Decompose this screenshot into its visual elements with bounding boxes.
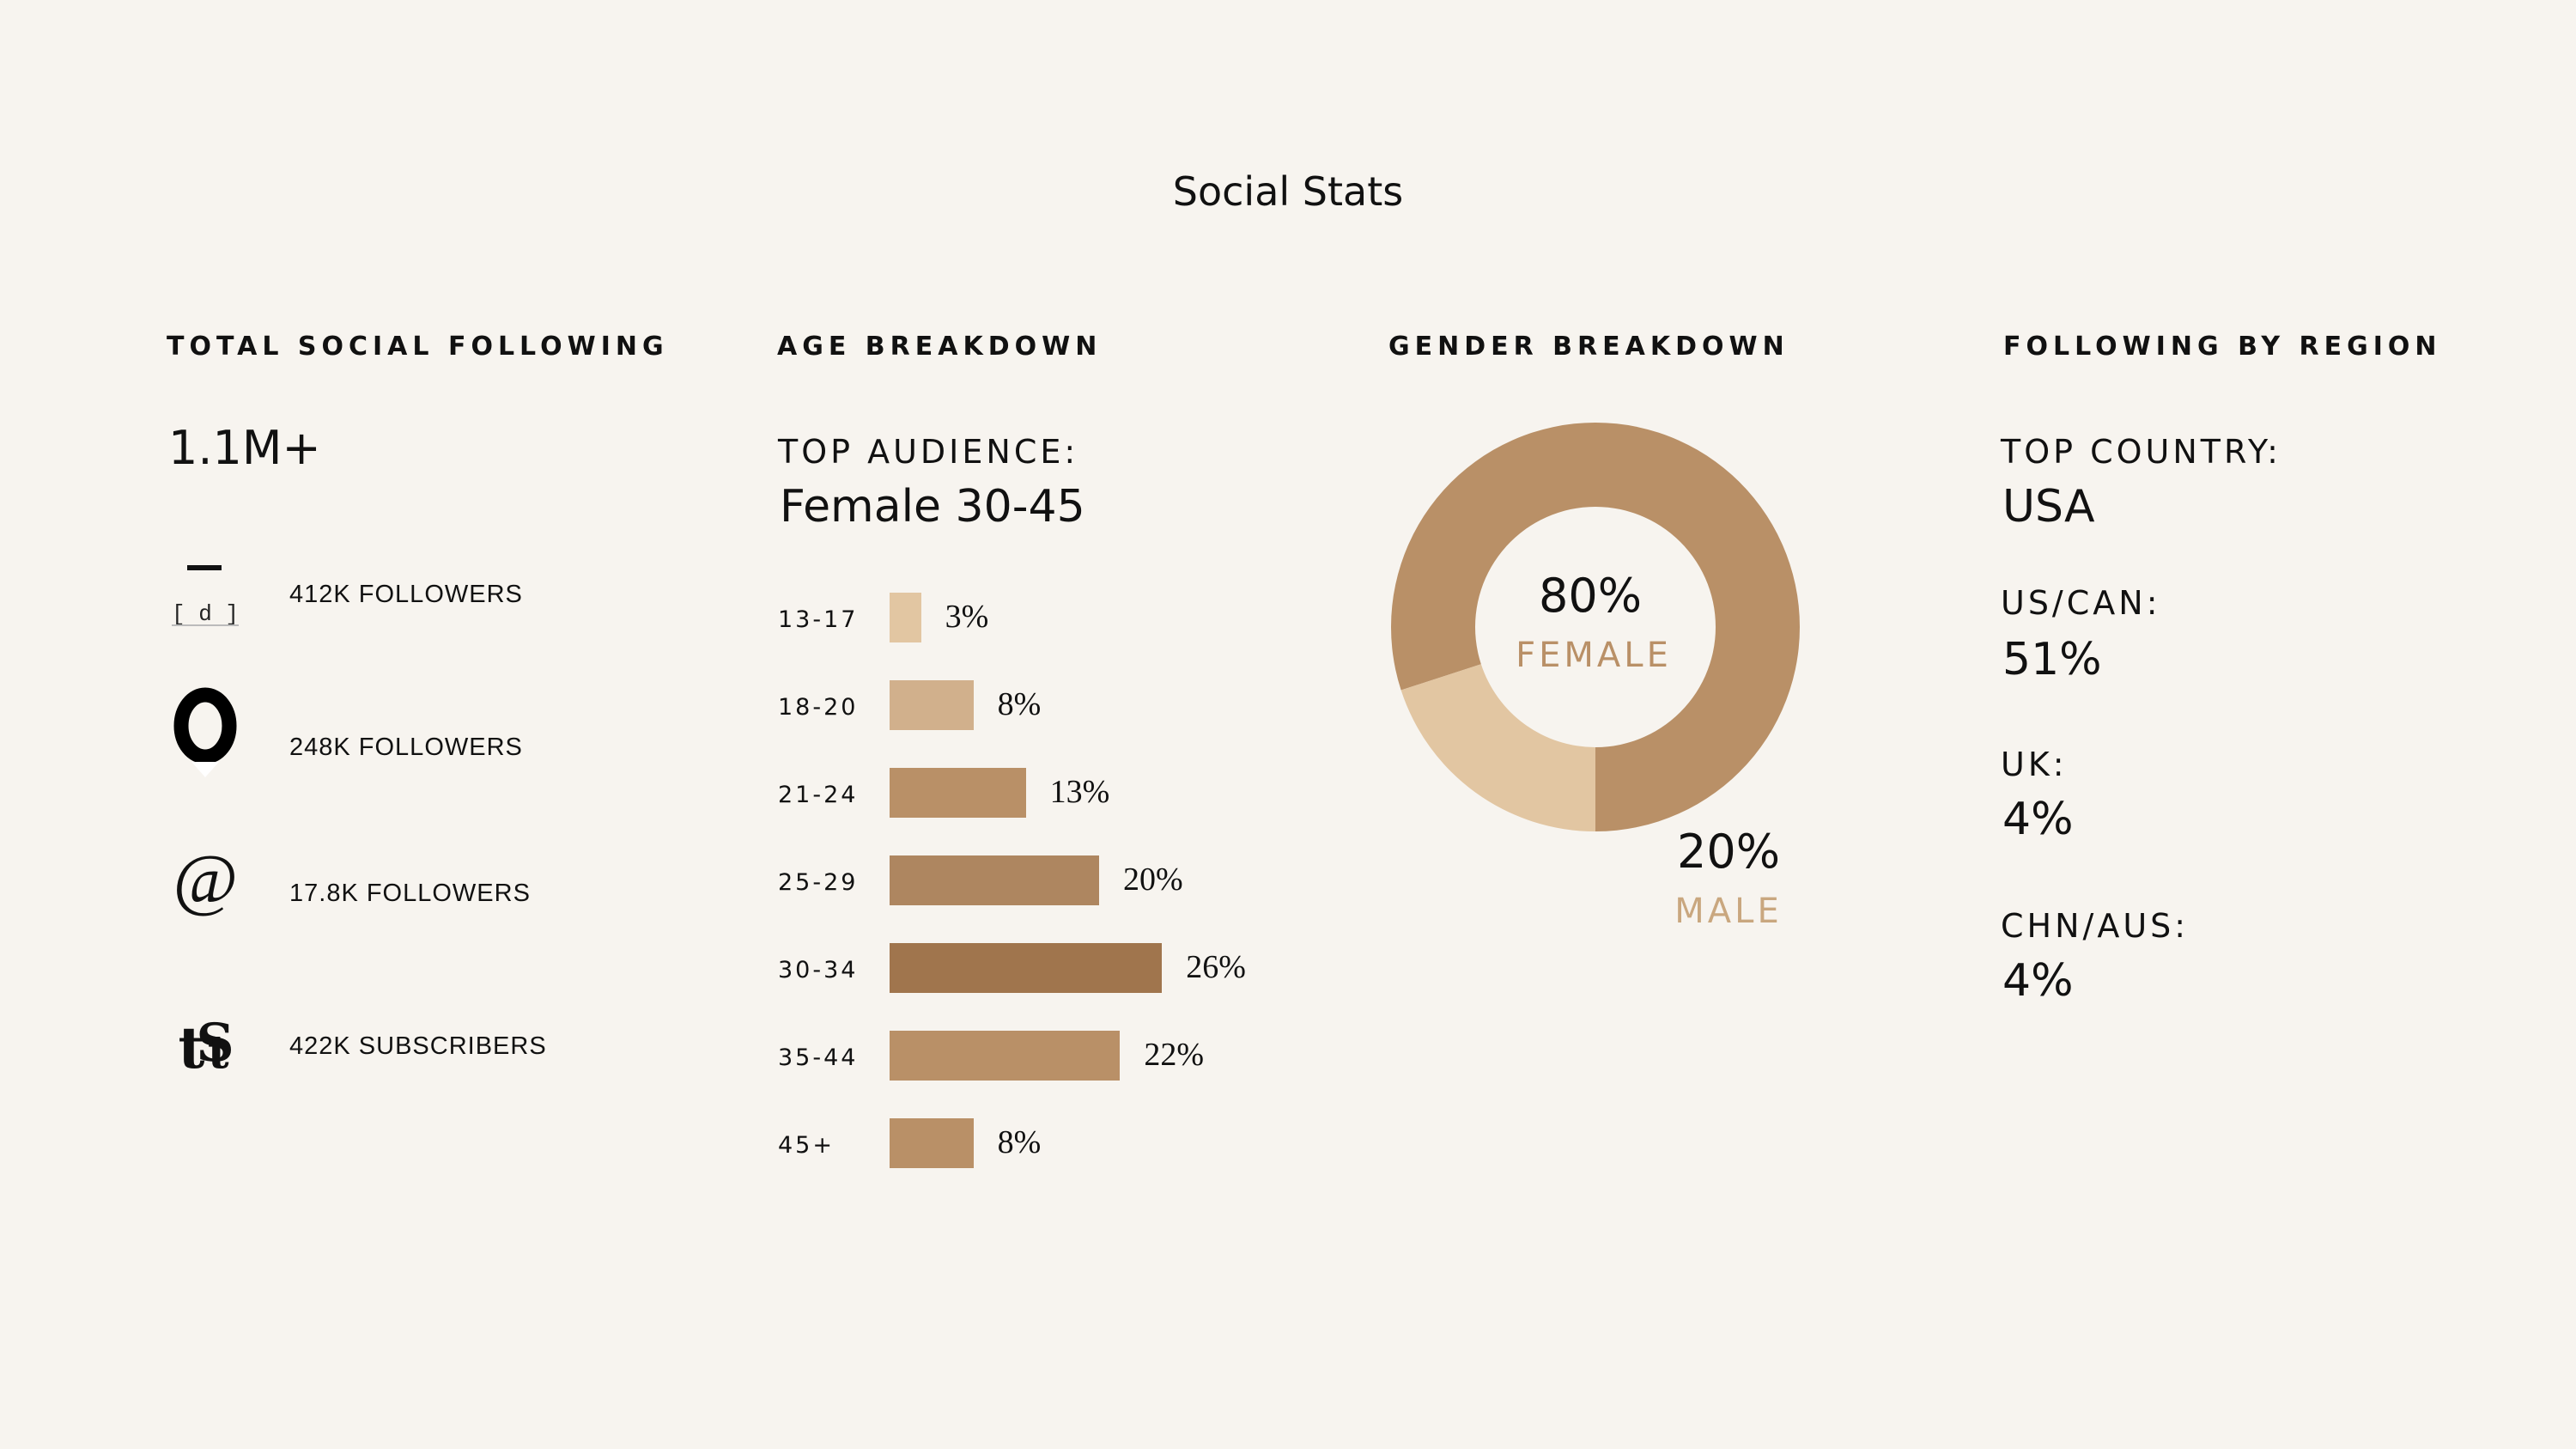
region-label-2: UK: [2001,746,2068,783]
age-category-label: 21-24 [778,782,859,808]
zero-logo-icon [168,683,242,786]
svg-text:@: @ [173,846,237,918]
age-bar [890,943,1163,993]
male-slice [1400,664,1595,831]
age-bar [890,593,921,642]
age-value-label: 8% [997,1124,1042,1160]
gender-donut-chart [1391,423,1800,831]
male-label: MALE [1674,892,1783,931]
age-value-label: 26% [1186,949,1246,985]
region-value-1: 51% [2002,634,2102,685]
age-category-label: 18-20 [778,694,859,721]
age-value-label: 13% [1049,774,1110,810]
total-following-value: 1.1M+ [168,421,321,475]
female-label: FEMALE [1516,636,1672,675]
age-category-label: 13-17 [778,606,859,633]
ts-monogram-icon: t S t [168,1008,242,1086]
region-value-3: 4% [2002,955,2074,1007]
social-stat-2: 248K FOLLOWERS [289,734,523,761]
age-value-label: 8% [997,686,1042,722]
region-value-2: 4% [2002,794,2074,845]
top-audience-label: TOP AUDIENCE: [778,433,1079,471]
female-percent: 80% [1538,569,1643,623]
male-percent: 20% [1676,825,1781,879]
svg-text:[ d ]: [ d ] [172,601,239,627]
top-country-label: TOP COUNTRY: [2001,433,2281,471]
age-bar [890,855,1099,905]
section-title-age: AGE BREAKDOWN [777,332,1103,362]
social-stat-4: 422K SUBSCRIBERS [289,1032,547,1060]
age-category-label: 45+ [778,1132,835,1159]
section-title-gender: GENDER BREAKDOWN [1388,332,1789,362]
social-stat-3: 17.8K FOLLOWERS [289,880,531,907]
age-category-label: 25-29 [778,869,859,896]
age-category-label: 30-34 [778,957,859,983]
age-bar [890,1031,1121,1081]
section-title-total: TOTAL SOCIAL FOLLOWING [167,332,669,362]
svg-text:t: t [178,1014,204,1081]
age-value-label: 22% [1144,1037,1205,1073]
page-title: Social Stats [1172,168,1404,215]
region-label-3: CHN/AUS: [2001,907,2190,945]
age-bar [890,768,1026,818]
age-value-label: 20% [1123,861,1183,898]
female-slice [1391,423,1800,831]
region-label-1: US/CAN: [2001,584,2161,622]
social-stat-1: 412K FOLLOWERS [289,581,523,608]
svg-text:S: S [196,1013,234,1074]
svg-text:t: t [208,1025,229,1079]
at-sign-icon: @ [168,846,242,920]
top-audience-value: Female 30-45 [780,481,1085,533]
newspaper-logo-icon: [ d ] [168,558,242,632]
age-value-label: 3% [945,599,989,635]
section-title-region: FOLLOWING BY REGION [2003,332,2442,362]
age-bar [890,1118,974,1168]
age-category-label: 35-44 [778,1044,859,1071]
age-bar [890,680,974,730]
top-country-value: USA [2002,481,2095,533]
